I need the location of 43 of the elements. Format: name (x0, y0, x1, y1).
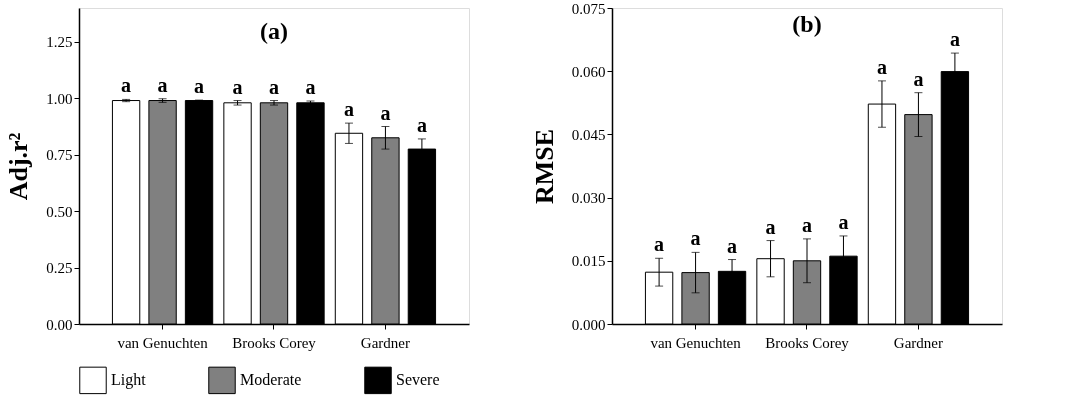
x-tick-label: van Genuchten (117, 334, 209, 351)
y-tick-label: 1.00 (46, 90, 73, 107)
annotation: a (269, 75, 279, 98)
legend-label: Moderate (240, 371, 302, 389)
y-tick-label: 0.075 (571, 0, 606, 17)
y-tick-label: 0.045 (571, 126, 606, 143)
y-axis-title: RMSE (529, 128, 559, 205)
y-tick-label: 0.00 (46, 316, 73, 333)
y-tick-label: 0.75 (46, 147, 73, 164)
y-axis-title: Adj.r² (4, 132, 34, 201)
annotation: a (121, 74, 132, 97)
annotation: a (727, 234, 738, 257)
x-tick-label: Brooks Corey (232, 334, 317, 351)
chart-title: (a) (260, 18, 288, 44)
annotation: a (232, 75, 243, 98)
x-tick-label: Gardner (893, 334, 943, 351)
legend-label: Light (111, 371, 147, 390)
y-tick-label: 0.030 (571, 190, 606, 207)
annotation: a (157, 73, 168, 96)
y-tick-label: 0.060 (571, 63, 606, 80)
annotation: a (194, 75, 205, 98)
annotation: a (765, 215, 776, 238)
annotation: a (838, 210, 849, 233)
annotation: a (654, 233, 665, 256)
x-tick-label: Brooks Corey (765, 334, 850, 351)
annotation: a (949, 28, 960, 51)
annotation: a (802, 213, 812, 236)
annotation: a (416, 113, 427, 136)
annotation: a (690, 227, 701, 250)
x-tick-label: van Genuchten (650, 334, 742, 351)
chart-title: (b) (792, 11, 822, 37)
y-tick-label: 1.25 (46, 34, 73, 51)
y-tick-label: 0.50 (46, 203, 73, 220)
annotation: a (380, 101, 391, 124)
y-tick-label: 0.000 (571, 316, 606, 333)
legend-label: Severe (396, 371, 440, 389)
annotation: a (913, 67, 924, 90)
annotation: a (876, 55, 887, 78)
y-tick-label: 0.25 (46, 260, 73, 277)
annotation: a (343, 98, 354, 121)
annotation: a (305, 75, 316, 98)
x-tick-label: Gardner (360, 334, 410, 351)
y-tick-label: 0.015 (571, 253, 606, 270)
